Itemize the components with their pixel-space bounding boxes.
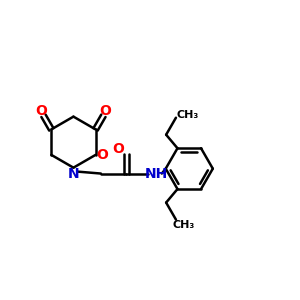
Text: NH: NH [144,167,167,181]
Text: O: O [97,148,108,162]
Text: O: O [99,104,111,118]
Text: CH₃: CH₃ [173,220,195,230]
Text: O: O [113,142,124,156]
Text: O: O [36,104,47,118]
Text: N: N [68,167,79,181]
Text: CH₃: CH₃ [177,110,199,120]
